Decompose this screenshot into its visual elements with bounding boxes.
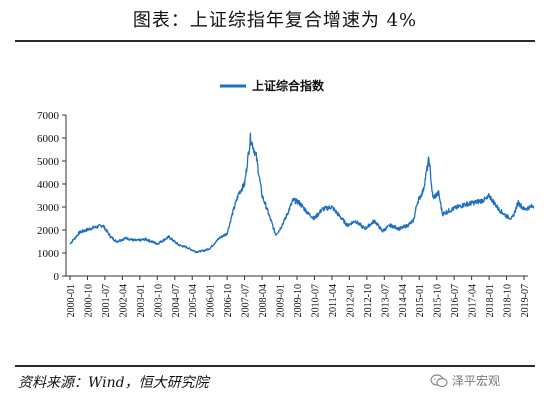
y-tick-label: 2000: [37, 225, 60, 237]
x-tick-label: 2016-07: [450, 284, 461, 317]
y-tick-label: 4000: [37, 179, 60, 191]
y-tick-label: 5000: [37, 156, 60, 168]
bottom-rule: [15, 365, 535, 367]
x-tick-label: 2000-10: [83, 284, 94, 317]
plot-area: [69, 132, 535, 254]
legend: 上证综合指数: [220, 78, 325, 93]
x-tick-label: 2006-01: [206, 284, 217, 317]
chart-axes: 0 1000 2000 3000 4000 5000 6000 7000 2000-01 2000…: [37, 110, 531, 317]
x-tick-label: 2017-04: [468, 284, 479, 317]
legend-label: 上证综合指数: [252, 78, 325, 93]
chart-title: 图表：上证综指年复合增速为 4%: [132, 10, 418, 31]
x-tick-label: 2009-10: [293, 284, 304, 317]
x-tick-label: 2018-01: [485, 284, 496, 317]
x-tick-label: 2004-07: [171, 284, 182, 317]
x-tick-label: 2006-10: [223, 284, 234, 317]
x-tick-label: 2001-07: [101, 284, 112, 317]
x-tick-label: 2015-01: [415, 284, 426, 317]
y-tick-label: 0: [54, 271, 60, 283]
y-tick-label: 3000: [37, 202, 60, 214]
x-tick-label: 2018-10: [503, 284, 514, 317]
source-note: 资料来源：Wind，恒大研究院: [18, 375, 209, 391]
x-tick-label: 2011-04: [328, 284, 339, 317]
y-tick-label: 7000: [37, 110, 60, 122]
x-tick-label: 2015-10: [433, 284, 444, 317]
x-tick-label: 2009-01: [276, 284, 287, 317]
x-tick-label: 2019-07: [520, 284, 531, 317]
top-rule: [15, 40, 535, 42]
x-tick-label: 2000-01: [66, 284, 77, 317]
x-tick-label: 2012-10: [363, 284, 374, 317]
wechat-icon: [430, 373, 448, 387]
chart-area: 上证综合指数 0 1000 2000 3000 4000 5000 6000 7000 2000…: [37, 78, 535, 317]
x-tick-label: 2010-07: [310, 284, 321, 317]
watermark: 泽平宏观: [430, 372, 500, 389]
x-tick-label: 2008-04: [258, 284, 269, 317]
y-tick-label: 1000: [37, 248, 60, 260]
x-tick-label: 2005-04: [188, 284, 199, 317]
x-tick-label: 2003-01: [136, 284, 147, 317]
x-tick-label: 2007-07: [241, 284, 252, 317]
x-tick-label: 2002-04: [118, 284, 129, 317]
y-tick-label: 6000: [37, 133, 60, 145]
x-tick-label: 2003-10: [153, 284, 164, 317]
series-line-sse-composite: [69, 132, 535, 254]
watermark-text: 泽平宏观: [452, 374, 501, 388]
x-tick-label: 2012-01: [345, 284, 356, 317]
x-tick-label: 2013-07: [380, 284, 391, 317]
x-tick-label: 2014-04: [398, 284, 409, 317]
